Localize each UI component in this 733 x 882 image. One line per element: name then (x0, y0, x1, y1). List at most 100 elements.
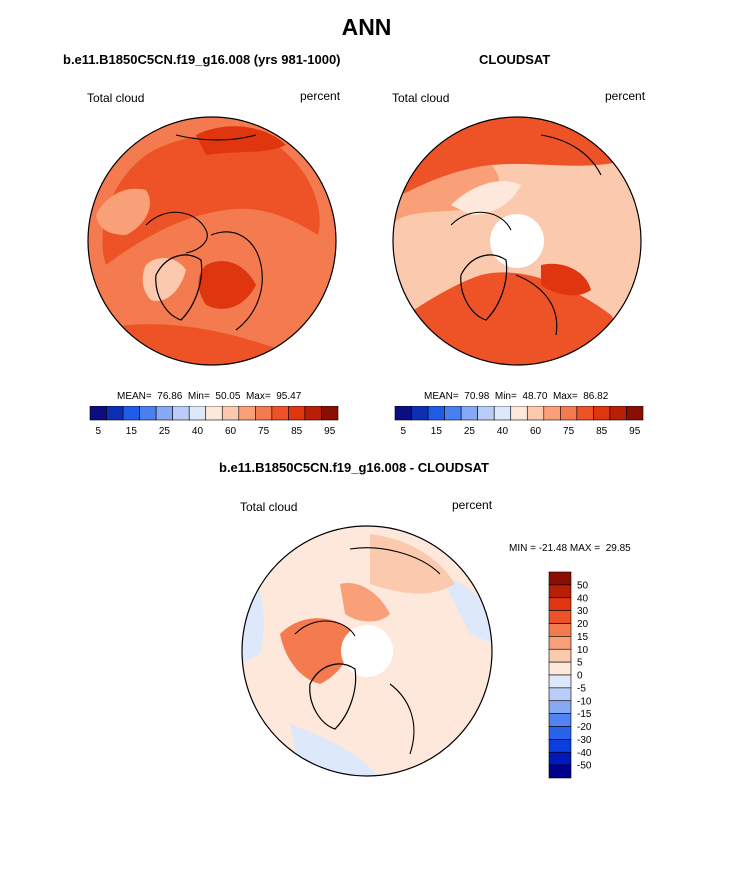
panel3-stats: MIN = -21.48 MAX = 29.85 (509, 543, 631, 554)
panel2-colorbar-tick-label: 95 (629, 426, 641, 437)
panel1-coastline-siberia (175, 134, 257, 141)
panel2-colorbar-swatch (560, 406, 578, 421)
panel1-colorbar-swatch (106, 406, 124, 421)
panel3-field-pos-2 (280, 618, 351, 684)
panel2-field-band (393, 117, 641, 200)
panel1-colorbar-swatch (271, 406, 289, 421)
panel3-coastline-scandinavia (389, 683, 415, 755)
panel3-polar-map (241, 525, 493, 777)
panel2-colorbar-tick-label: 60 (530, 426, 542, 437)
panel3-coastline-archipelago (294, 620, 356, 637)
panel3-colorbar-tick-label: 0 (577, 671, 583, 682)
panel3-right-label: percent (452, 498, 493, 512)
panel1-field-low (142, 258, 186, 301)
panel1-colorbar-tick-label: 95 (324, 426, 336, 437)
panel1-colorbar-swatch (304, 406, 322, 421)
panel3-colorbar-swatch (548, 739, 572, 753)
panel1-colorbar-tick-label: 75 (258, 426, 270, 437)
panel1-colorbar-swatch (89, 406, 107, 421)
panel2-colorbar-swatch (493, 406, 512, 421)
panel3-colorbar-tick-label: 30 (577, 606, 589, 617)
panel1-coastline-archipelago (145, 211, 208, 254)
panel2-field-low (451, 181, 521, 215)
panel1-colorbar-swatch (288, 406, 306, 421)
panel1-colorbar-swatch (122, 406, 140, 421)
panel1-field-high (196, 126, 286, 155)
panel2-colorbar-swatch (394, 406, 412, 421)
panel3-missing-pole (341, 625, 393, 677)
panel2-colorbar-swatch (609, 406, 627, 421)
panel3-colorbar-swatch (548, 623, 572, 637)
panel1-colorbar-swatch (321, 406, 339, 421)
panel2-coastline-scandinavia (515, 274, 558, 336)
panel2-map-border (392, 116, 642, 366)
panel1-colorbar: 5 15 25 40 60 75 85 95 (89, 406, 339, 437)
panel3-field-pos (370, 534, 455, 594)
panel2-colorbar-tick-label: 85 (596, 426, 608, 437)
panel1-colorbar-tick-label: 40 (192, 426, 204, 437)
panel3-title: b.e11.B1850C5CN.f19_g16.008 - CLOUDSAT (219, 460, 489, 475)
panel3-colorbar-swatch (548, 726, 572, 740)
panel3-colorbar-tick-label: 20 (577, 619, 589, 630)
panel1-colorbar-swatch (238, 406, 256, 421)
panel1-colorbar-tick-label: 85 (291, 426, 303, 437)
panel3-colorbar-swatch (548, 713, 572, 727)
panel1-right-label: percent (300, 89, 341, 103)
panel3-colorbar-tick-label: -5 (577, 683, 586, 694)
panel2-colorbar-swatch (510, 406, 528, 421)
panel2-colorbar-swatch (427, 406, 445, 421)
panel1-colorbar-swatch (188, 406, 207, 421)
panel2-colorbar-tick-label: 40 (497, 426, 509, 437)
panel2-colorbar: 5 15 25 40 60 75 85 95 (394, 406, 644, 437)
panel2-field-moderate (393, 165, 500, 225)
panel1-colorbar-swatch (221, 406, 240, 421)
panel3-colorbar-tick-label: -20 (577, 722, 592, 733)
panel1-coastline-greenland (155, 254, 203, 321)
panel2-colorbar-swatch (593, 406, 611, 421)
panel3-colorbar-tick-label: -50 (577, 761, 592, 772)
panel1-field-high-2 (198, 261, 256, 309)
panel3-colorbar-swatch (548, 571, 572, 586)
panel1-colorbar-swatch (139, 406, 157, 421)
panel3-colorbar-tick-label: 15 (577, 632, 589, 643)
panel3-left-label: Total cloud (240, 500, 298, 514)
panel3-field-neg (242, 564, 264, 664)
panel3-colorbar-swatch (548, 674, 572, 689)
panel1-colorbar-swatch (255, 406, 273, 421)
panel3-colorbar-swatch (548, 610, 572, 624)
panel2-colorbar-swatch (626, 406, 644, 421)
panel1-coastline-eurasia (210, 231, 263, 331)
panel1-stats: MEAN= 76.86 Min= 50.05 Max= 95.47 (117, 391, 302, 402)
panel3-colorbar-swatch (548, 648, 572, 663)
panel2-coastline-siberia (540, 134, 602, 176)
panel2-colorbar-swatch (411, 406, 429, 421)
panel3-colorbar-swatch (548, 661, 572, 676)
panel3-colorbar-tick-label: 50 (577, 580, 589, 591)
panel1-colorbar-tick-label: 60 (225, 426, 237, 437)
panel3-colorbar-swatch (548, 764, 572, 779)
panel3-coastline-greenland (309, 663, 357, 730)
panel3-colorbar-swatch (548, 687, 572, 702)
panel2-coastline-greenland (460, 254, 508, 321)
panel3-colorbar-swatch (548, 597, 572, 611)
panel2-title: CLOUDSAT (479, 52, 551, 67)
figure-title: ANN (341, 14, 392, 40)
panel3-colorbar-tick-label: -40 (577, 748, 592, 759)
panel3-field-pos-3 (340, 583, 390, 622)
panel1-field-band (102, 134, 320, 265)
panel2-field-high (541, 263, 591, 296)
panel2-colorbar-swatch (576, 406, 594, 421)
panel3-coastline-siberia (349, 547, 441, 575)
panel1-polar-map (87, 116, 337, 366)
panel2-colorbar-tick-label: 15 (431, 426, 443, 437)
panel3-field-neg-2 (440, 574, 492, 644)
panel2-right-label: percent (605, 89, 646, 103)
panel3-colorbar-swatch (548, 700, 572, 714)
panel1-field-moderate (96, 188, 150, 235)
panel2-colorbar-tick-label: 75 (563, 426, 575, 437)
panel1-colorbar-tick-label: 15 (126, 426, 138, 437)
panel3-map-border (241, 525, 493, 777)
panel3-colorbar-swatch (548, 636, 572, 650)
panel1-title: b.e11.B1850C5CN.f19_g16.008 (yrs 981-100… (63, 52, 341, 67)
